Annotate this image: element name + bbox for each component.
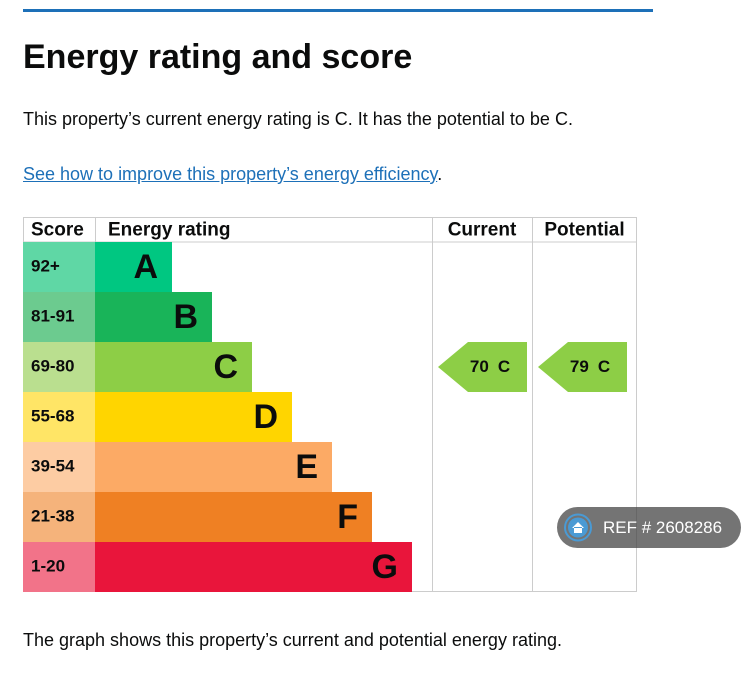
- rating-bar: [95, 242, 172, 292]
- epc-graph: Score Energy rating Current Potential 92+ A 81…: [23, 217, 637, 592]
- home-icon: [564, 513, 592, 542]
- column-header: Energy rating: [108, 220, 230, 241]
- score-label: 55-68: [31, 406, 74, 425]
- column-header: Potential: [544, 220, 624, 241]
- score-cell: [23, 342, 95, 392]
- rating-bar: [95, 492, 372, 542]
- rating-bar: [95, 542, 412, 592]
- rating-bar: [95, 342, 252, 392]
- rating-bar: [95, 442, 332, 492]
- link-suffix: .: [437, 164, 443, 184]
- rating-letter: C: [213, 348, 238, 386]
- link-line: See how to improve this property’s energ…: [23, 164, 442, 185]
- link[interactable]: See how to improve this property’s energ…: [23, 164, 438, 184]
- ref-text: REF # 2608286: [603, 517, 723, 537]
- title: Energy rating and score: [23, 38, 413, 76]
- current-arrow: [438, 342, 527, 392]
- rating-letter: F: [337, 498, 358, 536]
- ref-badge: REF # 2608286: [557, 507, 741, 548]
- score-cell: [23, 442, 95, 492]
- score-label: 69-80: [31, 356, 74, 375]
- score-cell: [23, 492, 95, 542]
- column-header: Score: [31, 220, 84, 241]
- potential-arrow: [538, 342, 627, 392]
- score-label: 39-54: [31, 456, 75, 475]
- score-cell: [23, 242, 95, 292]
- rating-letter: A: [133, 248, 158, 286]
- column-header: Current: [448, 220, 517, 241]
- current-label: 70 C: [470, 357, 510, 376]
- rating-bar: [95, 392, 292, 442]
- rating-letter: E: [295, 448, 318, 486]
- score-cell: [23, 542, 95, 592]
- rating-letter: G: [372, 548, 398, 586]
- rating-bar: [95, 292, 212, 342]
- rating-letter: D: [253, 398, 278, 436]
- score-cell: [23, 392, 95, 442]
- top-rule: [23, 9, 653, 12]
- score-label: 1-20: [31, 556, 65, 575]
- potential-label: 79 C: [570, 357, 610, 376]
- potential-value: 79: [570, 357, 589, 376]
- current-value: 70: [470, 357, 489, 376]
- score-label: 21-38: [31, 506, 74, 525]
- rating-letter: B: [173, 298, 198, 336]
- summary: This property’s current energy rating is…: [23, 109, 573, 129]
- footer: The graph shows this property’s current …: [23, 630, 562, 650]
- potential-letter: C: [598, 357, 610, 376]
- current-letter: C: [498, 357, 510, 376]
- score-label: 92+: [31, 256, 60, 275]
- score-cell: [23, 292, 95, 342]
- score-label: 81-91: [31, 306, 74, 325]
